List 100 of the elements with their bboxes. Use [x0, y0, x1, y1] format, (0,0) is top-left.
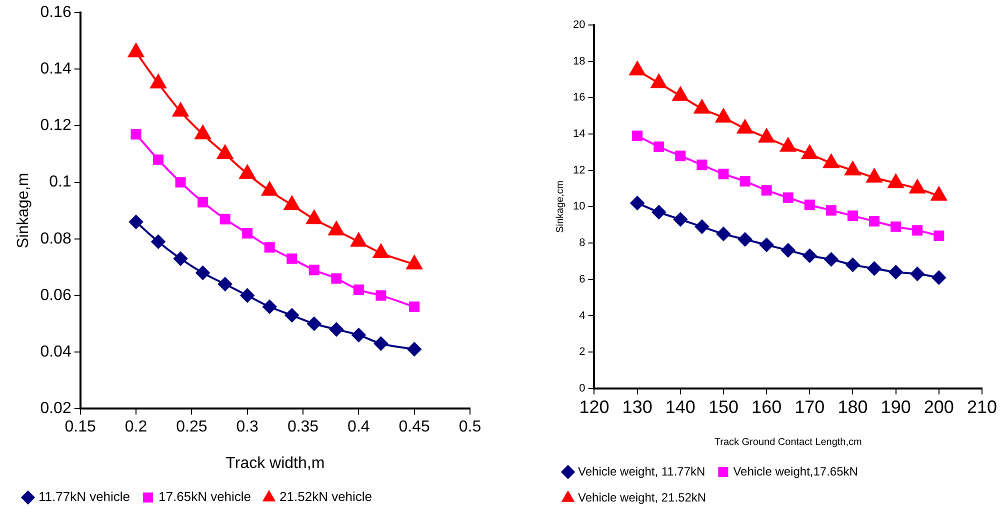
y-axis-title: Sinkage,m [15, 172, 32, 248]
point [696, 160, 708, 170]
point [782, 192, 794, 203]
point [844, 161, 861, 176]
y-tick-label: 0.1 [49, 174, 72, 191]
point [652, 205, 666, 220]
x-tick-label: 120 [579, 397, 610, 418]
x-tick-label: 180 [838, 397, 868, 418]
point [802, 145, 818, 160]
point [151, 234, 166, 249]
point [888, 265, 903, 280]
point [672, 86, 688, 101]
y-tick-label: 6 [579, 273, 586, 286]
point [409, 302, 420, 312]
point [629, 61, 646, 76]
point [867, 261, 882, 276]
point [130, 128, 142, 140]
point [740, 176, 750, 187]
y-tick-label: 2 [579, 346, 586, 358]
legend-label: Vehicle weight, 11.77kN [578, 464, 706, 478]
y-tick-label: 18 [572, 55, 586, 68]
legend-label: 21.52kN vehicle [280, 489, 372, 504]
point [286, 253, 298, 264]
x-tick-label: 0.3 [236, 418, 259, 436]
point [823, 154, 840, 168]
point [761, 185, 772, 196]
point [240, 288, 254, 302]
point [846, 258, 860, 272]
y-tick-label: 0.06 [40, 286, 72, 304]
point [153, 154, 164, 165]
point [650, 74, 667, 88]
y-tick-label: 14 [572, 128, 586, 140]
y-tick-label: 0.08 [40, 230, 72, 248]
x-tick-label: 130 [622, 397, 652, 418]
point [738, 232, 752, 246]
point [376, 290, 386, 301]
point [869, 216, 880, 226]
point [129, 214, 144, 229]
point [174, 252, 188, 266]
point [407, 342, 422, 356]
point [220, 214, 230, 224]
point [654, 141, 664, 152]
point [930, 186, 947, 201]
point [847, 210, 858, 222]
x-tick-label: 0.15 [64, 418, 96, 436]
x-tick-label: 140 [665, 397, 696, 418]
point [352, 328, 366, 342]
point [217, 145, 233, 160]
y-tick-label: 16 [572, 92, 586, 104]
point [374, 336, 388, 351]
point [824, 252, 838, 266]
point [934, 230, 944, 242]
point [242, 228, 253, 238]
y-tick-label: 10 [572, 200, 586, 213]
point [196, 266, 210, 280]
point [890, 221, 902, 232]
point [350, 232, 367, 247]
point [172, 102, 188, 117]
point [264, 242, 275, 253]
point [826, 205, 836, 216]
point [128, 43, 144, 58]
point [308, 264, 320, 276]
x-tick-label: 0.35 [287, 418, 319, 436]
point [284, 196, 300, 210]
point [716, 226, 730, 241]
legend-label: Vehicle weight, 21.52kN [578, 490, 706, 504]
y-tick-label: 4 [579, 310, 586, 322]
x-tick-label: 190 [880, 397, 911, 418]
point [694, 220, 709, 234]
point [909, 180, 926, 194]
y-tick-label: 0.02 [40, 400, 72, 418]
legend-label: Vehicle weight,17.65kN [733, 464, 858, 478]
point [866, 168, 882, 183]
x-axis-title: Track width,m [226, 454, 325, 472]
x-tick-label: 210 [966, 397, 998, 418]
point [331, 273, 342, 284]
x-tick-label: 170 [794, 397, 825, 418]
point [912, 225, 923, 236]
point [262, 300, 277, 314]
point [284, 308, 299, 322]
x-tick-label: 160 [752, 397, 782, 418]
y-tick-label: 0 [579, 382, 586, 394]
point [804, 200, 815, 210]
y-axis-title: Sinkage,cm [554, 180, 566, 233]
x-tick-label: 0.25 [176, 418, 208, 436]
point [218, 277, 232, 292]
x-tick-label: 0.45 [398, 418, 430, 436]
point [737, 120, 753, 134]
y-tick-label: 0.14 [40, 60, 72, 78]
point [307, 316, 322, 331]
point [781, 243, 796, 258]
point [262, 182, 278, 196]
y-tick-label: 0.04 [40, 343, 72, 360]
legend-label: 17.65kN vehicle [158, 489, 252, 504]
point [198, 196, 208, 208]
point [760, 238, 774, 252]
point [694, 100, 710, 114]
y-tick-label: 8 [579, 237, 586, 250]
x-tick-label: 0.2 [124, 418, 148, 436]
point [194, 125, 211, 140]
